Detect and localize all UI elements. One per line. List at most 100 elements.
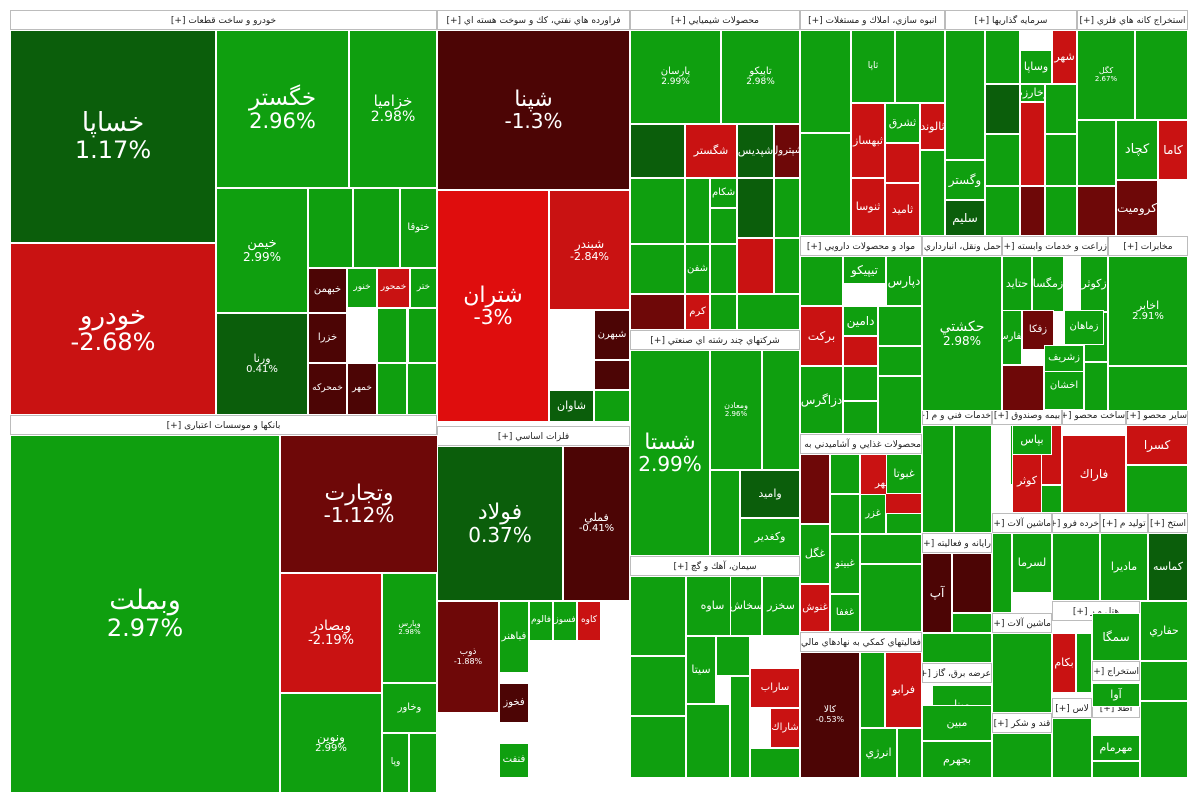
stock-tile[interactable]: برکت	[800, 306, 843, 366]
stock-tile[interactable]: فخوز	[499, 683, 529, 723]
stock-tile[interactable]: زفكا	[1022, 310, 1054, 350]
sector-header-telecom[interactable]: مخابرات [+]	[1108, 236, 1188, 256]
stock-tile[interactable]	[830, 454, 860, 494]
sector-header-build[interactable]: انبوه سازي، املاك و مستغلات [+]	[800, 10, 945, 30]
expand-marker[interactable]: [+]	[993, 411, 1009, 421]
stock-tile[interactable]: خزاميا 2.98%	[349, 30, 437, 188]
sector-header-oil[interactable]: فراورده هاي نفتي، كك و سوخت هسته اي [+]	[437, 10, 630, 30]
stock-tile[interactable]	[1077, 120, 1116, 186]
stock-tile[interactable]: حفاري	[1140, 601, 1188, 661]
stock-tile[interactable]	[377, 308, 407, 363]
stock-tile[interactable]	[885, 143, 920, 183]
stock-tile[interactable]	[1108, 366, 1188, 411]
sector-header-food[interactable]: محصولات غذايي و آشاميدني به [+]	[800, 434, 922, 454]
expand-marker[interactable]: [+]	[923, 669, 931, 679]
expand-marker[interactable]: [+]	[808, 16, 823, 26]
stock-tile[interactable]	[860, 564, 922, 632]
stock-tile[interactable]	[920, 150, 945, 236]
stock-tile[interactable]: تاپيكو 2.98%	[721, 30, 800, 124]
stock-tile[interactable]: كگل 2.67%	[1077, 30, 1135, 120]
stock-tile[interactable]	[1126, 465, 1188, 513]
stock-tile[interactable]: زكوثر	[1080, 256, 1108, 312]
stock-tile[interactable]	[800, 133, 851, 236]
stock-tile[interactable]	[1140, 701, 1188, 778]
stock-tile[interactable]: ختر	[410, 268, 437, 308]
stock-tile[interactable]	[843, 401, 878, 434]
stock-tile[interactable]: فنفت	[499, 743, 529, 778]
stock-tile[interactable]	[1052, 718, 1092, 778]
stock-tile[interactable]: زماهان	[1064, 310, 1104, 345]
stock-tile[interactable]	[737, 178, 774, 238]
stock-tile[interactable]: وگستر	[945, 160, 985, 200]
expand-marker[interactable]: [+]	[170, 16, 186, 26]
expand-marker[interactable]: [+]	[1063, 411, 1072, 421]
stock-tile[interactable]	[1045, 84, 1077, 134]
stock-tile[interactable]: شستا 2.99%	[630, 350, 710, 556]
stock-tile[interactable]	[985, 134, 1020, 186]
stock-tile[interactable]: ثاميد	[885, 183, 920, 236]
stock-tile[interactable]: آپ	[922, 553, 952, 633]
stock-tile[interactable]	[878, 306, 922, 346]
stock-tile[interactable]	[897, 728, 922, 778]
stock-tile[interactable]	[992, 533, 1012, 613]
stock-tile[interactable]	[843, 366, 878, 401]
stock-tile[interactable]: وخاور	[382, 683, 437, 733]
stock-tile[interactable]: پارسان 2.99%	[630, 30, 721, 124]
stock-tile[interactable]: ختوقا	[400, 188, 437, 268]
stock-tile[interactable]: ثبهساز	[851, 103, 885, 178]
stock-tile[interactable]	[1045, 186, 1077, 236]
expand-marker[interactable]: [+]	[1123, 242, 1138, 252]
stock-tile[interactable]	[800, 30, 851, 133]
expand-marker[interactable]: [+]	[923, 411, 929, 421]
sector-header-machine[interactable]: ماشين آلات [+]	[992, 513, 1052, 533]
expand-marker[interactable]: [+]	[673, 562, 689, 572]
stock-tile[interactable]: بپاس	[1012, 425, 1052, 455]
expand-marker[interactable]: [+]	[671, 16, 686, 26]
sector-header-extract2[interactable]: استخراج [+]	[1092, 661, 1140, 681]
stock-tile[interactable]	[1140, 661, 1188, 701]
stock-tile[interactable]: وبملت 2.97%	[10, 435, 280, 793]
stock-tile[interactable]: كوثر	[1012, 448, 1042, 513]
stock-tile[interactable]: ثشرق	[885, 103, 920, 143]
stock-tile[interactable]	[992, 733, 1052, 778]
stock-tile[interactable]: شتران -3%	[437, 190, 549, 422]
stock-tile[interactable]	[710, 208, 737, 244]
stock-tile[interactable]	[1040, 485, 1062, 513]
stock-tile[interactable]: كرومیت	[1116, 180, 1158, 236]
stock-tile[interactable]: لسرما	[1012, 533, 1052, 593]
stock-tile[interactable]	[1092, 761, 1140, 778]
stock-tile[interactable]	[710, 244, 737, 294]
stock-tile[interactable]: فباهنر	[499, 601, 529, 673]
expand-marker[interactable]: [+]	[1053, 519, 1061, 529]
stock-tile[interactable]: شاراك	[770, 708, 800, 748]
stock-tile[interactable]	[774, 178, 800, 238]
stock-tile[interactable]: ماديرا	[1100, 533, 1148, 601]
stock-tile[interactable]	[594, 360, 630, 390]
expand-marker[interactable]: [+]	[993, 619, 1005, 629]
stock-tile[interactable]	[716, 636, 750, 676]
stock-tile[interactable]	[774, 238, 800, 294]
stock-tile[interactable]	[843, 336, 878, 366]
stock-tile[interactable]: خنور	[347, 268, 377, 308]
stock-tile[interactable]: شاوان	[549, 390, 594, 422]
expand-marker[interactable]: [+]	[1126, 411, 1141, 421]
stock-tile[interactable]: سمگا	[1092, 613, 1140, 661]
stock-tile[interactable]	[1052, 533, 1100, 601]
stock-tile[interactable]: شگستر	[685, 124, 737, 178]
sector-header-cement[interactable]: سيمان، آهك و گچ [+]	[630, 556, 800, 576]
stock-tile[interactable]	[685, 178, 710, 244]
stock-tile[interactable]	[1002, 365, 1044, 411]
stock-tile[interactable]	[1020, 102, 1045, 186]
stock-tile[interactable]	[992, 633, 1052, 713]
stock-tile[interactable]: دپارس	[886, 256, 922, 306]
sector-header-island[interactable]: لاس [+]	[1052, 698, 1092, 718]
stock-tile[interactable]: وساپا	[1020, 50, 1052, 84]
stock-tile[interactable]	[377, 363, 407, 415]
stock-tile[interactable]	[1045, 134, 1077, 186]
stock-tile[interactable]	[686, 704, 730, 778]
sector-header-agri[interactable]: زراعت و خدمات وابسته [+]	[1002, 236, 1108, 256]
stock-tile[interactable]	[630, 294, 685, 330]
stock-tile[interactable]: حفارس	[1002, 310, 1022, 365]
sector-header-bank[interactable]: بانکها و موسسات اعتباری [+]	[10, 415, 437, 435]
stock-tile[interactable]: ونوين 2.99%	[280, 693, 382, 793]
